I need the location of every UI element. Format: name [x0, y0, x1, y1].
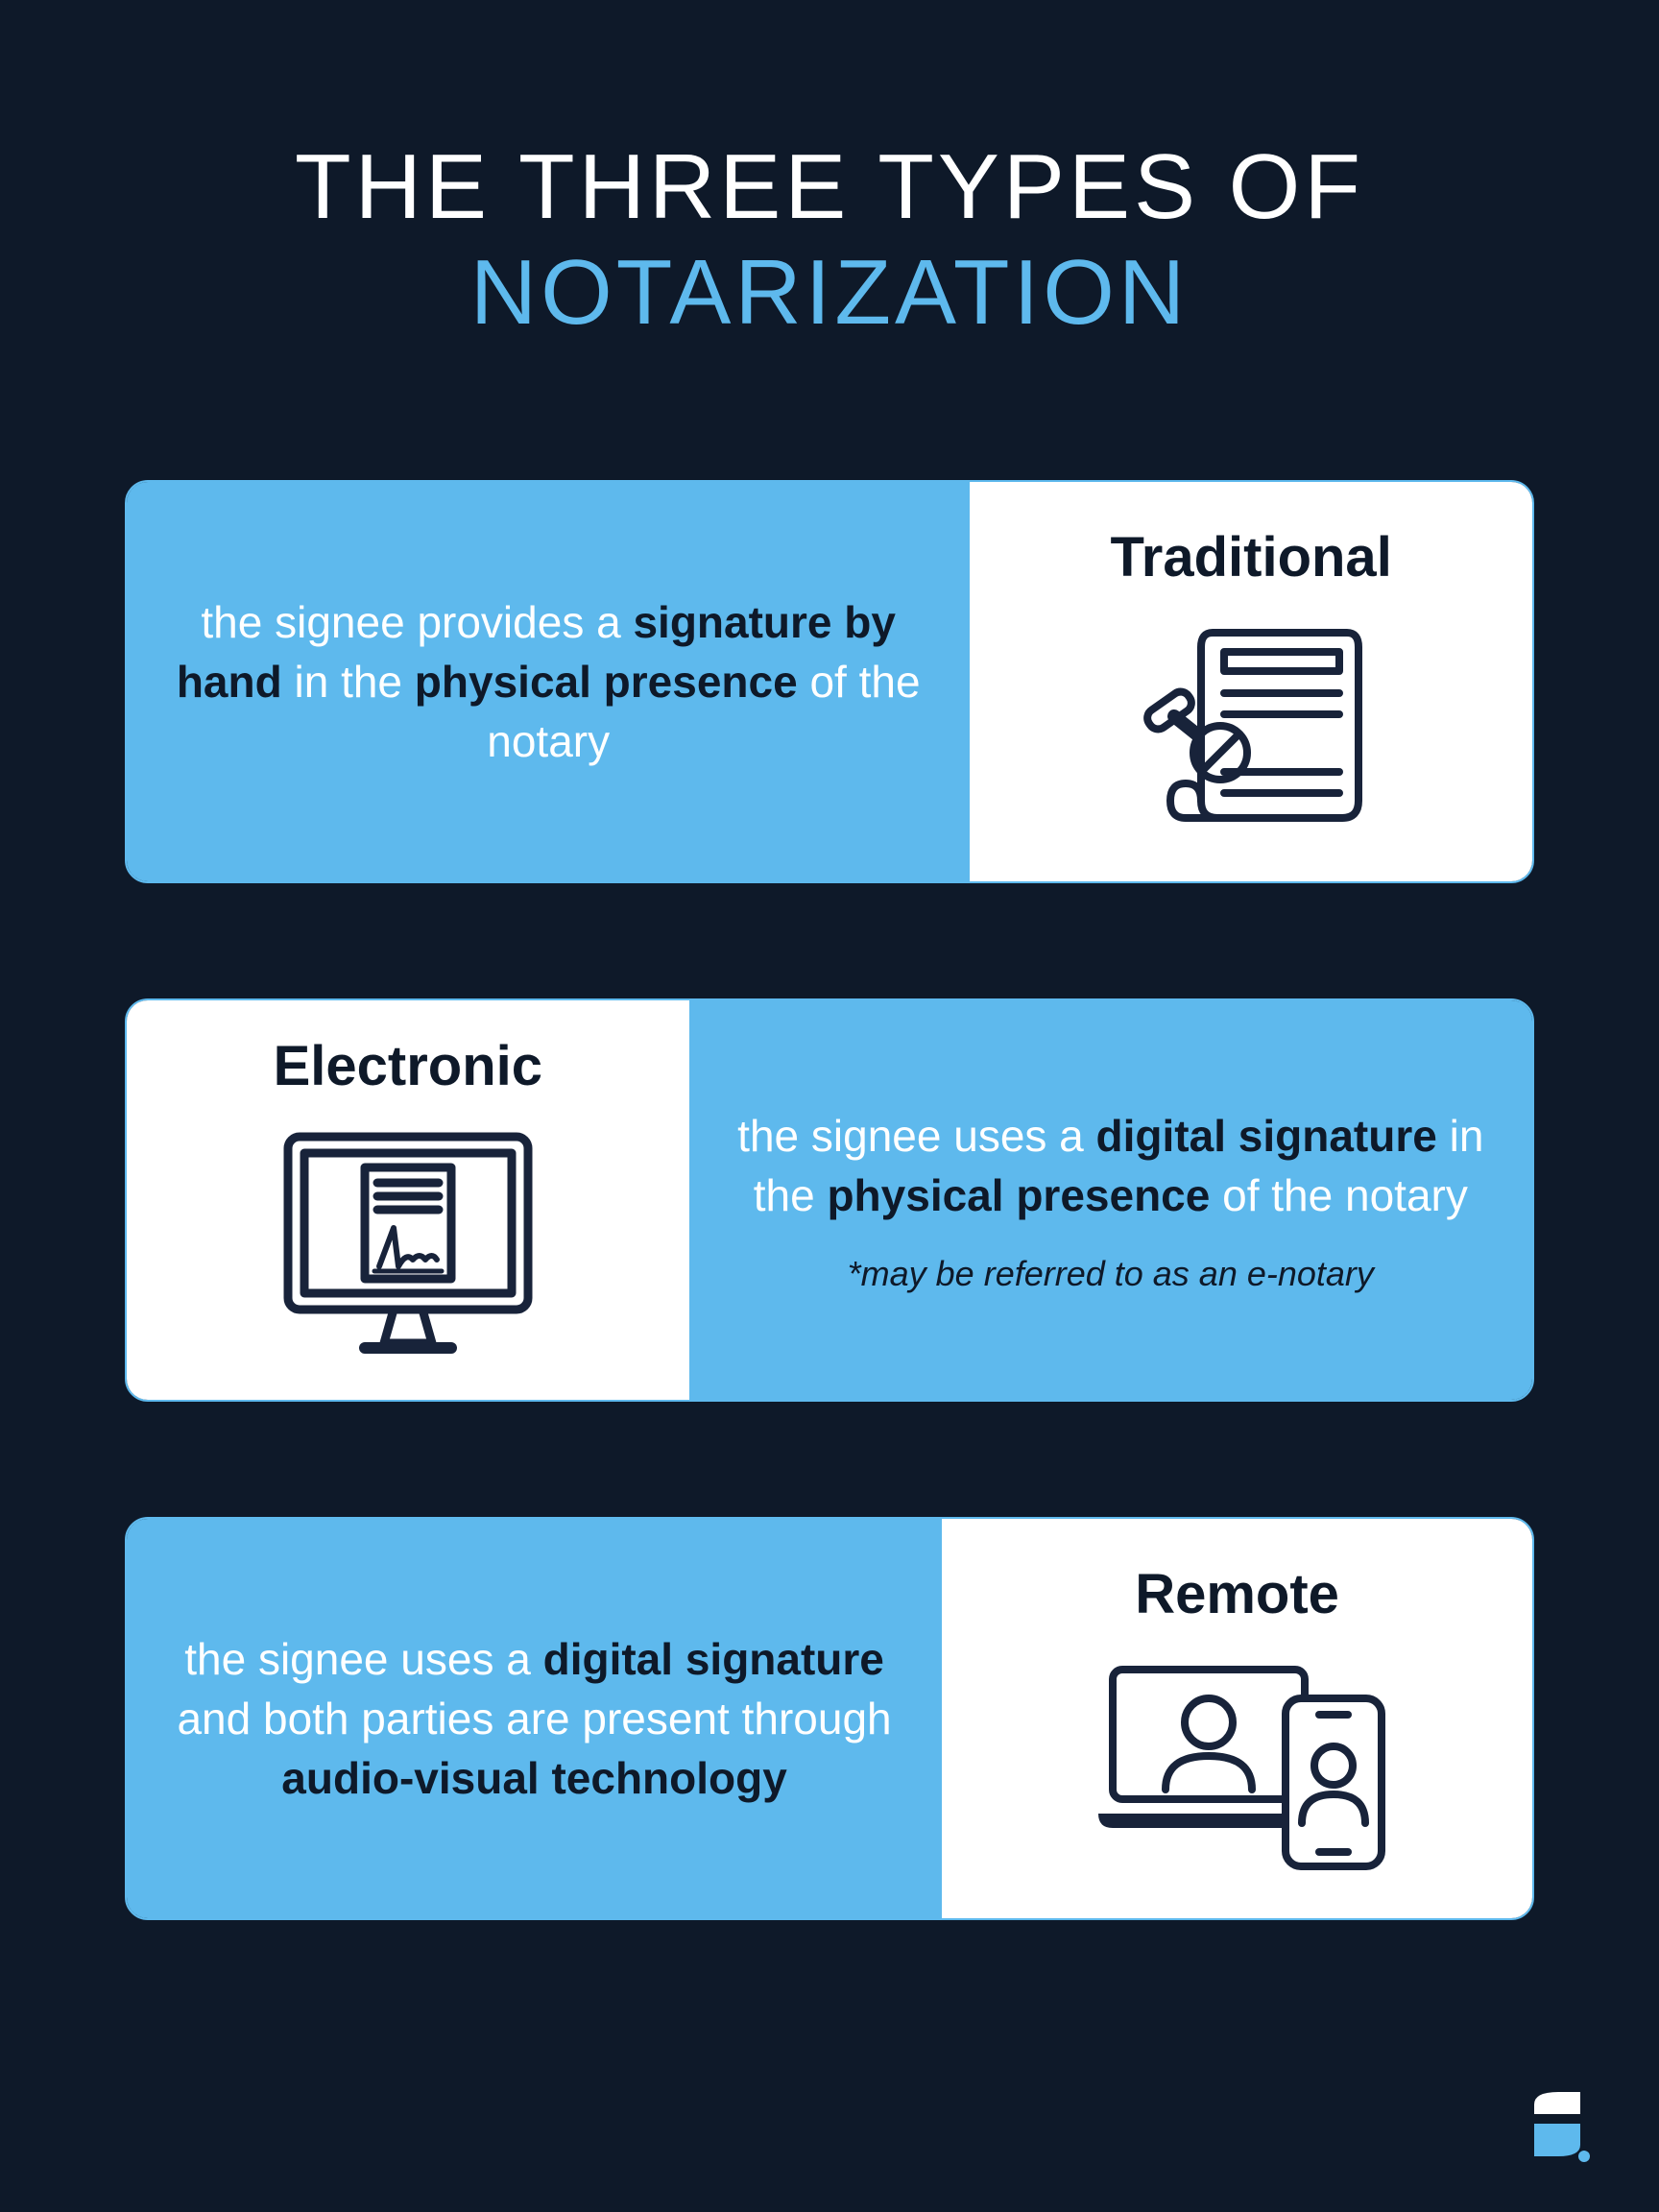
page-title-block: THE THREE TYPES OF NOTARIZATION [125, 134, 1534, 346]
card-traditional-desc-panel: the signee provides a signature by hand … [127, 482, 970, 881]
brand-logo-icon [1525, 2087, 1592, 2164]
card-traditional-title: Traditional [1111, 525, 1392, 589]
card-remote-title: Remote [1135, 1562, 1339, 1626]
text-segment: the signee uses a [737, 1111, 1095, 1161]
card-traditional-description: the signee provides a signature by hand … [175, 592, 922, 771]
text-bold: audio-visual technology [281, 1753, 787, 1803]
document-stamp-icon [1117, 609, 1385, 839]
card-electronic: Electronic [125, 998, 1534, 1402]
title-line-1: THE THREE TYPES OF [125, 134, 1534, 240]
text-segment: the signee provides a [201, 597, 633, 647]
card-remote-description: the signee uses a digital signature and … [175, 1629, 894, 1808]
card-traditional: the signee provides a signature by hand … [125, 480, 1534, 883]
card-electronic-desc-panel: the signee uses a digital signature in t… [689, 1000, 1532, 1400]
text-bold: physical presence [415, 657, 798, 707]
card-remote-icon-panel: Remote [942, 1519, 1532, 1918]
text-bold: digital signature [1096, 1111, 1437, 1161]
card-electronic-title: Electronic [274, 1034, 542, 1098]
text-segment: and both parties are present through [177, 1694, 891, 1743]
card-electronic-description: the signee uses a digital signature in t… [737, 1106, 1484, 1225]
card-traditional-icon-panel: Traditional [970, 482, 1532, 881]
card-electronic-icon-panel: Electronic [127, 1000, 689, 1400]
text-bold: digital signature [543, 1634, 884, 1684]
card-electronic-note: *may be referred to as an e-notary [848, 1254, 1374, 1294]
computer-signature-icon [264, 1118, 552, 1367]
title-line-2: NOTARIZATION [125, 240, 1534, 346]
card-remote: the signee uses a digital signature and … [125, 1517, 1534, 1920]
cards-container: the signee provides a signature by hand … [125, 480, 1534, 1920]
text-segment: the signee uses a [184, 1634, 542, 1684]
laptop-phone-video-icon [1079, 1646, 1396, 1876]
card-remote-desc-panel: the signee uses a digital signature and … [127, 1519, 942, 1918]
text-segment: in the [282, 657, 415, 707]
text-segment: of the notary [1210, 1170, 1468, 1220]
text-bold: physical presence [827, 1170, 1210, 1220]
